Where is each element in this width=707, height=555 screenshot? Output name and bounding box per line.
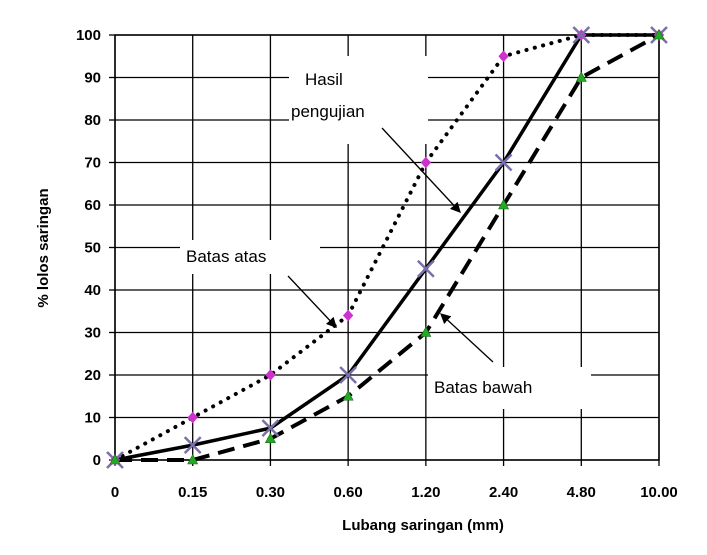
point-triangle xyxy=(187,453,199,465)
annotation-box xyxy=(180,240,320,274)
point-x xyxy=(183,436,202,455)
annotation-label: Batas bawah xyxy=(434,378,532,397)
y-tick-label: 100 xyxy=(76,27,101,44)
x-tick-label: 4.80 xyxy=(567,484,596,501)
point-triangle xyxy=(342,390,354,401)
markers-layer xyxy=(106,26,668,469)
annotation-label: Hasil xyxy=(305,70,343,89)
point-triangle xyxy=(653,28,665,40)
y-tick-label: 70 xyxy=(84,155,101,172)
annotation-box xyxy=(428,367,591,409)
tick-labels: 0 10 20 30 40 50 60 70 80 90 100 0 0.15 0.30 0.60 1.20 2… xyxy=(76,27,678,501)
x-tick-label: 0.15 xyxy=(178,484,207,501)
point-triangle xyxy=(264,432,276,444)
annotation-arrow xyxy=(440,313,494,363)
x-tick-label: 1.20 xyxy=(411,484,440,501)
series-line-1 xyxy=(114,33,659,462)
point-triangle xyxy=(498,198,510,210)
point-triangle xyxy=(575,71,587,82)
x-tick-label: 0 xyxy=(111,484,119,501)
x-tick-label: 10.00 xyxy=(640,484,678,501)
point-x xyxy=(572,26,591,44)
point-x xyxy=(494,153,513,172)
y-tick-label: 20 xyxy=(84,367,101,384)
point-x xyxy=(416,259,435,278)
point-diamond xyxy=(265,369,276,381)
annotation-arrow xyxy=(381,127,461,213)
y-tick-label: 0 xyxy=(93,452,101,469)
y-tick-label: 40 xyxy=(84,282,101,299)
y-tick-label: 90 xyxy=(84,70,101,87)
point-diamond xyxy=(342,309,354,322)
annotation-label: Batas atas xyxy=(186,247,266,266)
point-x xyxy=(261,419,280,438)
y-tick-label: 60 xyxy=(84,197,101,214)
x-tick-label: 0.30 xyxy=(256,484,285,501)
y-tick-label: 80 xyxy=(84,112,101,129)
point-diamond xyxy=(420,156,432,169)
point-diamond xyxy=(187,411,198,424)
annotation-arrow xyxy=(287,275,337,328)
y-tick-label: 30 xyxy=(84,325,101,342)
y-axis-title: % lolos saringan xyxy=(35,188,52,307)
series-line-0 xyxy=(113,33,661,462)
y-tick-label: 10 xyxy=(84,410,101,427)
y-tick-label: 50 xyxy=(84,240,101,257)
point-triangle xyxy=(109,453,121,465)
x-tick-label: 2.40 xyxy=(489,484,518,501)
annotation-box xyxy=(289,56,428,144)
annotation-label: pengujian xyxy=(291,102,365,121)
series-line-2 xyxy=(115,33,660,462)
series-layer xyxy=(113,33,661,462)
point-diamond xyxy=(498,50,509,62)
x-axis-title: Lubang saringan (mm) xyxy=(342,517,504,534)
annotations-layer: Hasil pengujian Batas atas Batas bawah xyxy=(180,56,591,409)
point-x xyxy=(339,366,358,384)
x-tick-label: 0.60 xyxy=(334,484,363,501)
point-triangle xyxy=(420,326,432,337)
